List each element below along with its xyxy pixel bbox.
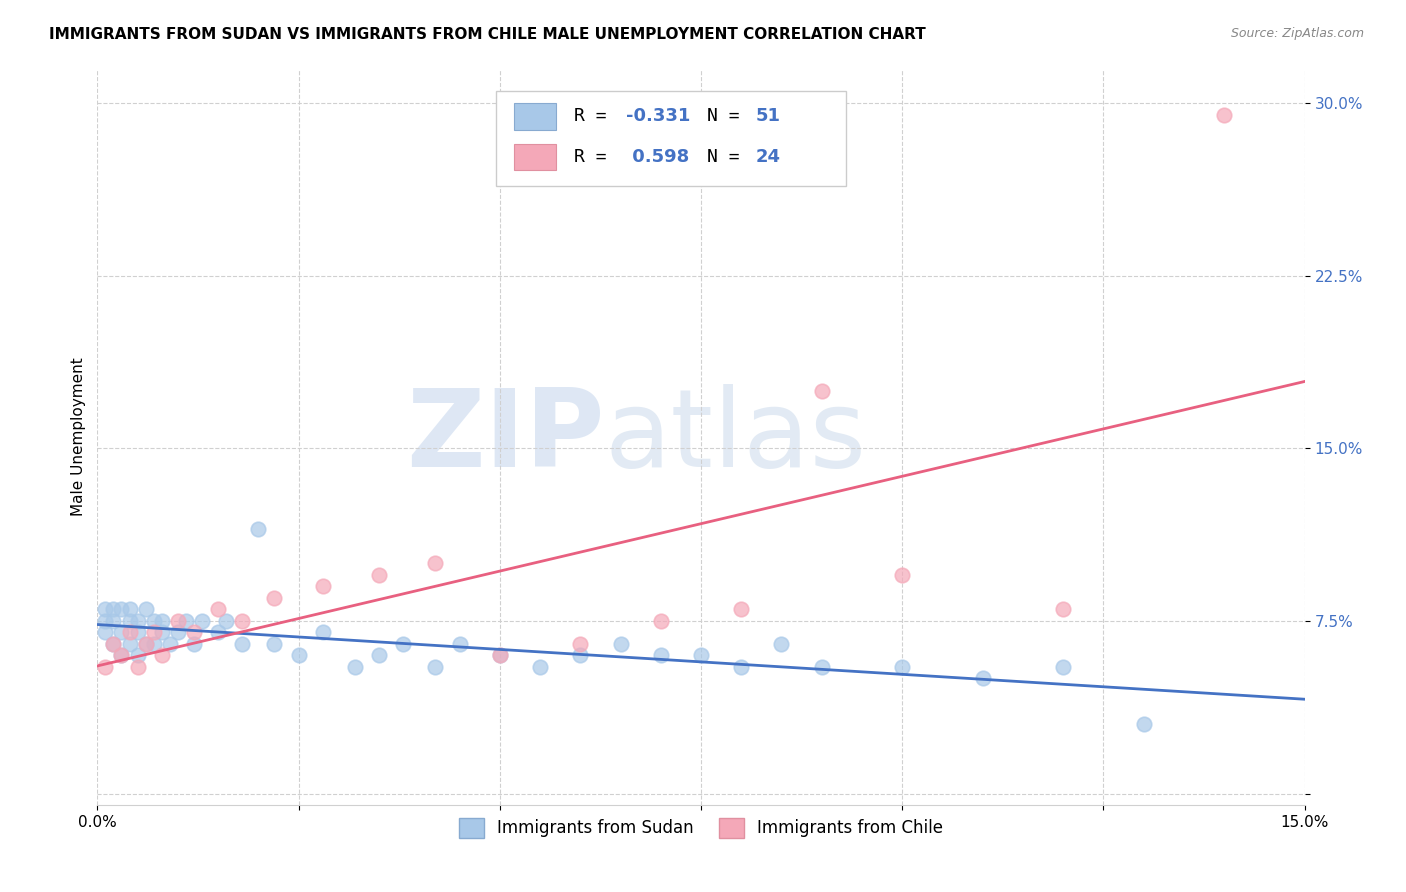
Point bbox=[127, 648, 149, 663]
Point bbox=[174, 614, 197, 628]
Text: N =: N = bbox=[707, 107, 751, 126]
Point bbox=[183, 625, 205, 640]
Text: ZIP: ZIP bbox=[406, 384, 605, 490]
Point bbox=[135, 602, 157, 616]
Text: 0.598: 0.598 bbox=[626, 148, 689, 166]
Point bbox=[891, 567, 914, 582]
Point bbox=[569, 637, 592, 651]
Point bbox=[94, 625, 117, 640]
Point bbox=[135, 637, 157, 651]
Point bbox=[94, 614, 117, 628]
Point bbox=[110, 625, 132, 640]
Point bbox=[207, 602, 229, 616]
Point bbox=[368, 648, 391, 663]
Point bbox=[118, 625, 141, 640]
Point bbox=[118, 602, 141, 616]
Point bbox=[166, 625, 188, 640]
Point bbox=[1213, 107, 1236, 121]
Text: 24: 24 bbox=[755, 148, 780, 166]
Text: R =: R = bbox=[574, 107, 617, 126]
Point bbox=[449, 637, 471, 651]
Point bbox=[150, 625, 173, 640]
Point bbox=[103, 602, 125, 616]
Point bbox=[110, 648, 132, 663]
Point bbox=[425, 557, 447, 571]
Point bbox=[1052, 602, 1074, 616]
Point bbox=[142, 637, 165, 651]
Point bbox=[972, 672, 994, 686]
Point bbox=[425, 660, 447, 674]
Point bbox=[103, 637, 125, 651]
Point bbox=[159, 637, 181, 651]
Point bbox=[127, 614, 149, 628]
Point bbox=[150, 614, 173, 628]
Point bbox=[609, 637, 631, 651]
FancyBboxPatch shape bbox=[513, 144, 557, 170]
Point bbox=[135, 637, 157, 651]
Text: 51: 51 bbox=[755, 107, 780, 126]
Point bbox=[1052, 660, 1074, 674]
Point bbox=[312, 625, 335, 640]
Point bbox=[142, 614, 165, 628]
Point bbox=[263, 591, 285, 605]
Point bbox=[166, 614, 188, 628]
Point bbox=[103, 637, 125, 651]
Point bbox=[207, 625, 229, 640]
Point bbox=[118, 637, 141, 651]
Text: atlas: atlas bbox=[605, 384, 866, 490]
Point bbox=[263, 637, 285, 651]
Point bbox=[891, 660, 914, 674]
Point bbox=[127, 625, 149, 640]
Y-axis label: Male Unemployment: Male Unemployment bbox=[72, 358, 86, 516]
Point bbox=[343, 660, 366, 674]
FancyBboxPatch shape bbox=[513, 103, 557, 129]
Point bbox=[150, 648, 173, 663]
Point bbox=[191, 614, 214, 628]
Point bbox=[392, 637, 415, 651]
Point bbox=[690, 648, 713, 663]
Point bbox=[488, 648, 510, 663]
Point bbox=[110, 602, 132, 616]
Point bbox=[368, 567, 391, 582]
Point bbox=[569, 648, 592, 663]
Point bbox=[730, 602, 752, 616]
Point bbox=[94, 602, 117, 616]
Text: R =: R = bbox=[574, 148, 617, 166]
Text: Source: ZipAtlas.com: Source: ZipAtlas.com bbox=[1230, 27, 1364, 40]
Point bbox=[231, 637, 253, 651]
Point bbox=[118, 614, 141, 628]
Point bbox=[231, 614, 253, 628]
Point bbox=[215, 614, 238, 628]
Point bbox=[142, 625, 165, 640]
Point bbox=[94, 660, 117, 674]
Point bbox=[730, 660, 752, 674]
Point bbox=[1132, 717, 1154, 731]
Point bbox=[103, 614, 125, 628]
Text: -0.331: -0.331 bbox=[626, 107, 690, 126]
Point bbox=[529, 660, 551, 674]
Point bbox=[810, 660, 832, 674]
Point bbox=[312, 579, 335, 593]
Point bbox=[287, 648, 309, 663]
Point bbox=[650, 614, 672, 628]
FancyBboxPatch shape bbox=[496, 91, 846, 186]
Text: IMMIGRANTS FROM SUDAN VS IMMIGRANTS FROM CHILE MALE UNEMPLOYMENT CORRELATION CHA: IMMIGRANTS FROM SUDAN VS IMMIGRANTS FROM… bbox=[49, 27, 927, 42]
Text: N =: N = bbox=[707, 148, 751, 166]
Point bbox=[810, 384, 832, 398]
Legend: Immigrants from Sudan, Immigrants from Chile: Immigrants from Sudan, Immigrants from C… bbox=[453, 811, 950, 845]
Point bbox=[650, 648, 672, 663]
Point bbox=[247, 522, 270, 536]
Point bbox=[127, 660, 149, 674]
Point bbox=[488, 648, 510, 663]
Point bbox=[770, 637, 793, 651]
Point bbox=[183, 637, 205, 651]
Point bbox=[110, 648, 132, 663]
